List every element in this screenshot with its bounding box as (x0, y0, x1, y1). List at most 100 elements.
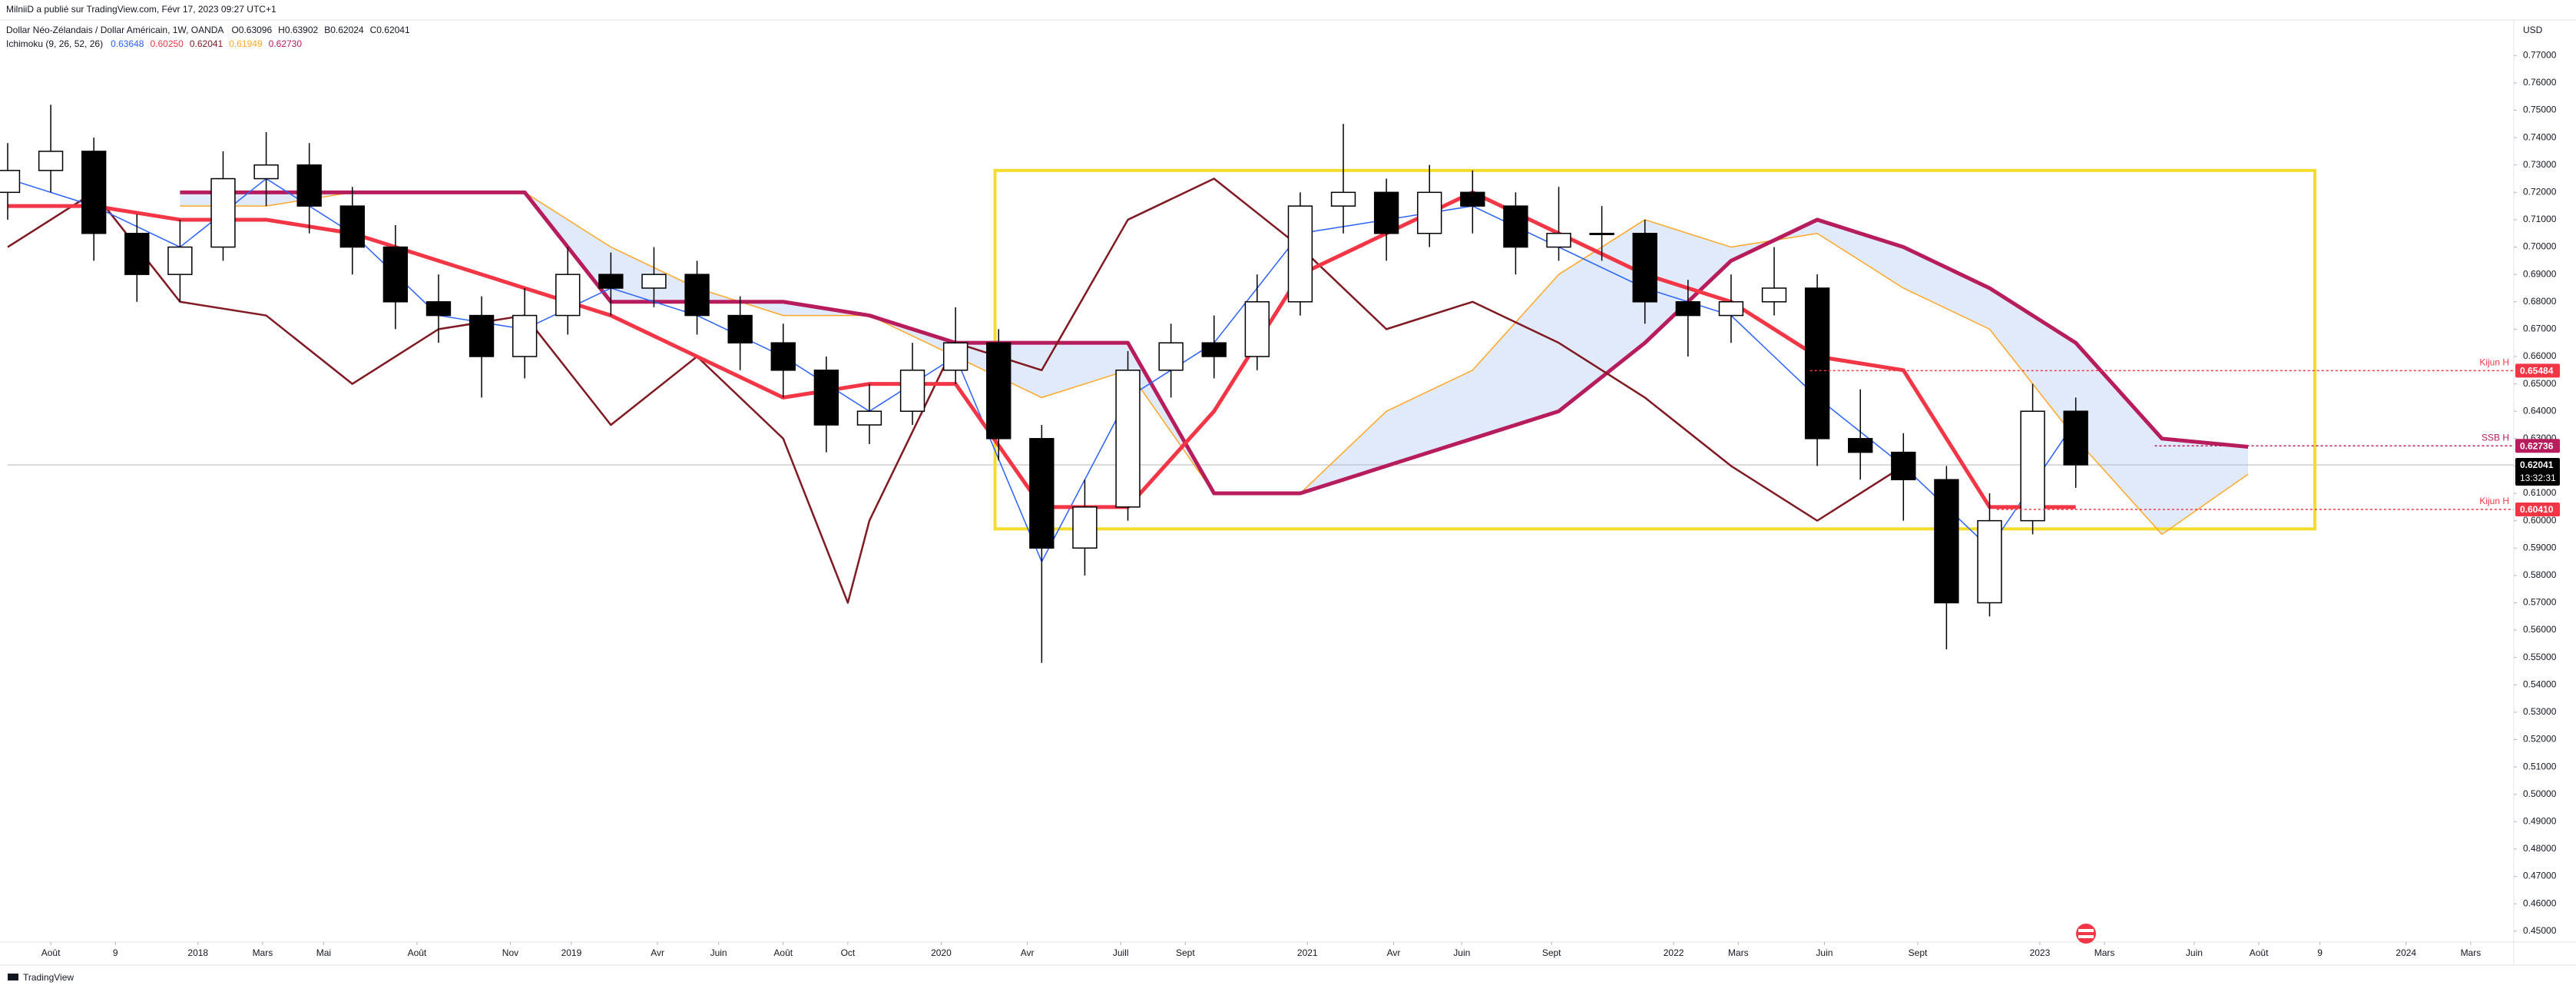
x-tick-label: Juin (710, 947, 727, 958)
y-tick-label: 0.68000 (2523, 296, 2557, 307)
candle-body (899, 370, 925, 412)
price-label-box (2515, 439, 2560, 453)
candle-body (382, 246, 409, 303)
y-tick-label: 0.55000 (2523, 652, 2557, 662)
y-tick-label: 0.70000 (2523, 241, 2557, 252)
plot-area (0, 105, 2514, 663)
price-level-tag: SSB H (2482, 432, 2509, 443)
x-tick-label: 9 (2317, 947, 2323, 958)
candle-body (1848, 438, 1873, 453)
countdown: 13:32:31 (2520, 473, 2556, 483)
attribution: MilniiD a publié sur TradingView.com, Fé… (6, 4, 276, 15)
y-tick-label: 0.47000 (2523, 871, 2557, 881)
candle-body (469, 314, 495, 357)
candle-body (813, 370, 839, 426)
y-tick-label: 0.76000 (2523, 77, 2557, 88)
ohlc-value: H0.63902 (278, 25, 318, 35)
candle-body (1330, 191, 1356, 207)
x-tick-label: Août (408, 947, 427, 958)
ohlc-value: O0.63096 (231, 25, 272, 35)
price-level-tag: Kijun H (2479, 357, 2509, 368)
x-tick-label: Août (773, 947, 793, 958)
last-price-label: 0.62041 (2520, 460, 2554, 470)
chart-title: Dollar Néo-Zélandais / Dollar Américain,… (6, 25, 223, 35)
y-tick-label: 0.52000 (2523, 734, 2557, 745)
candle-body (1804, 287, 1830, 440)
y-tick-label: 0.69000 (2523, 268, 2557, 279)
y-tick-label: 0.59000 (2523, 542, 2557, 552)
candle-body (1287, 205, 1313, 303)
event-stripe (2078, 935, 2094, 938)
indicator-value: 0.63648 (111, 38, 144, 49)
indicator-line (7, 177, 1904, 604)
ohlc-value: B0.62024 (324, 25, 364, 35)
x-tick-label: Nov (502, 947, 518, 958)
y-tick-label: 0.64000 (2523, 405, 2557, 416)
candle-body (727, 314, 753, 343)
x-tick-label: Avr (651, 947, 664, 958)
candle-body (425, 301, 452, 317)
x-tick-label: Avr (1387, 947, 1401, 958)
x-tick-label: 2024 (2396, 947, 2416, 958)
candle-body (253, 164, 279, 180)
candle-body (210, 177, 236, 248)
y-tick-label: 0.48000 (2523, 843, 2557, 854)
candle-body (1891, 451, 1916, 480)
y-tick-label: 0.56000 (2523, 624, 2557, 635)
price-label: 0.65484 (2520, 366, 2554, 377)
y-tick-label: 0.77000 (2523, 49, 2557, 60)
y-tick-label: 0.45000 (2523, 925, 2557, 936)
candle-body (684, 274, 710, 317)
x-tick-label: 2019 (561, 947, 582, 958)
x-tick-label: Mars (2094, 947, 2115, 958)
x-tick-label: Avr (1021, 947, 1035, 958)
y-tick-label: 0.66000 (2523, 350, 2557, 361)
x-tick-label: Sept (1542, 947, 1561, 958)
last-price-box (2515, 457, 2560, 486)
x-tick-label: Sept (1176, 947, 1195, 958)
indicator-name: Ichimoku (9, 26, 52, 26) (6, 38, 103, 49)
x-tick-label: 9 (113, 947, 118, 958)
candle-body (81, 151, 107, 234)
y-tick-label: 0.73000 (2523, 159, 2557, 170)
candle-body (512, 314, 538, 357)
candle-body (1934, 479, 1959, 604)
candle-body (598, 274, 624, 289)
candle-body (38, 151, 64, 171)
candle-body (1675, 301, 1700, 317)
candle-body (1373, 191, 1399, 234)
candle-body (1761, 287, 1787, 303)
y-tick-label: 0.58000 (2523, 569, 2557, 580)
price-label-box (2515, 503, 2560, 517)
brand: TradingView (8, 972, 74, 983)
x-tick-label: Août (2250, 947, 2269, 958)
ohlc-value: C0.62041 (370, 25, 410, 35)
candle-body (2020, 410, 2045, 522)
y-tick-label: 0.51000 (2523, 761, 2557, 771)
brand-name: TradingView (23, 972, 74, 983)
x-tick-label: Juin (1816, 947, 1833, 958)
y-tick-label: 0.65000 (2523, 378, 2557, 389)
brand-logo (8, 974, 18, 980)
x-tick-label: 2021 (1297, 947, 1318, 958)
y-tick-label: 0.53000 (2523, 706, 2557, 717)
candle-body (942, 342, 968, 371)
candle-body (1115, 370, 1141, 508)
candle-body (1503, 205, 1528, 248)
price-level-tag: Kijun H (2479, 496, 2509, 506)
candle-body (1244, 301, 1270, 357)
price-label: 0.62736 (2520, 440, 2554, 451)
x-tick-label: Mai (316, 947, 331, 958)
x-tick-label: Juill (1113, 947, 1129, 958)
candle-body (1718, 301, 1744, 317)
indicator-line (180, 190, 2249, 496)
y-tick-label: 0.60000 (2523, 515, 2557, 526)
y-tick-label: 0.50000 (2523, 788, 2557, 799)
y-tick-label: 0.49000 (2523, 815, 2557, 826)
candle-body (1417, 191, 1442, 234)
candle-body (1072, 506, 1098, 549)
x-tick-label: Mars (1728, 947, 1749, 958)
candle-body (0, 170, 21, 194)
candle-body (555, 274, 581, 317)
